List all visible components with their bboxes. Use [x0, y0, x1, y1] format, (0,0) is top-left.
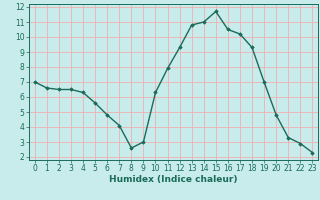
X-axis label: Humidex (Indice chaleur): Humidex (Indice chaleur)	[109, 175, 238, 184]
